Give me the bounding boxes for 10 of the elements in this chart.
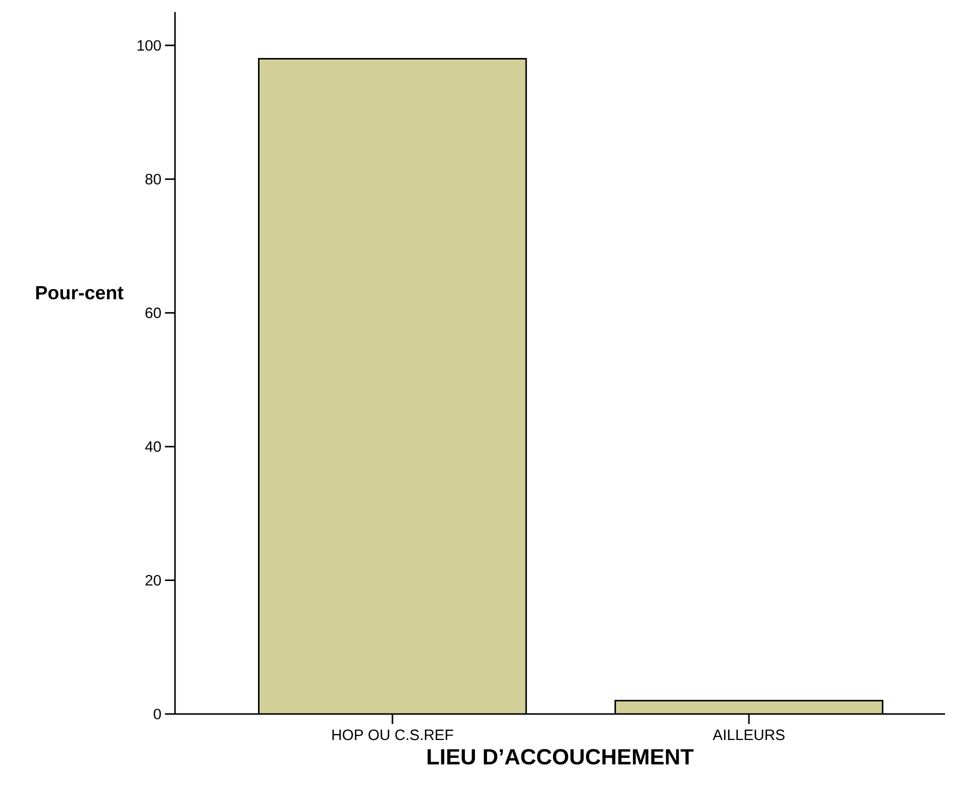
- y-tick-label: 0: [154, 708, 161, 720]
- x-axis-title: LIEU D’ACCOUCHEMENT: [428, 748, 694, 765]
- y-tick-label: 80: [145, 174, 161, 184]
- x-tick-label: HOP OU C.S.REF: [332, 730, 454, 740]
- y-tick-label: 20: [146, 574, 161, 586]
- y-tick-label: 60: [146, 308, 161, 318]
- y-tick-label: 40: [145, 441, 161, 452]
- y-axis-title: Pour-cent: [36, 286, 124, 300]
- y-tick-label: 100: [138, 40, 161, 51]
- x-tick-label: AILLEURS: [712, 730, 785, 740]
